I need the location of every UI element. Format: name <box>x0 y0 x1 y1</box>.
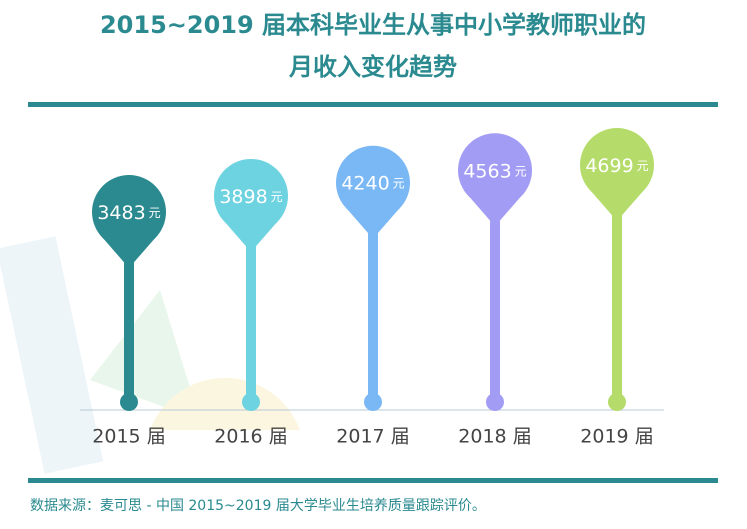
category-label: 2018 届 <box>458 426 531 448</box>
value-number: 4699 <box>585 155 633 177</box>
value-number: 4240 <box>341 172 389 194</box>
protractor <box>150 377 300 430</box>
pin-stem <box>368 182 378 402</box>
category-label: 2016 届 <box>214 426 287 448</box>
triangle <box>90 290 200 420</box>
pin-foot <box>364 393 382 411</box>
value-number: 3898 <box>219 185 267 207</box>
value-label: 4563 元 <box>463 160 526 182</box>
category-label: 2015 届 <box>92 426 165 448</box>
value-label: 4240 元 <box>341 172 404 194</box>
value-number: 4563 <box>463 160 511 182</box>
separator <box>28 478 718 483</box>
pin-stem <box>246 195 256 402</box>
value-label: 4699 元 <box>585 155 648 177</box>
value-unit: 元 <box>271 189 283 203</box>
pin-stem <box>124 212 134 402</box>
chart-title: 2015~2019 届本科毕业生从事中小学教师职业的 <box>100 11 646 39</box>
pin-head <box>92 175 166 249</box>
value-number: 3483 <box>97 202 145 224</box>
decoration <box>0 236 300 474</box>
category-label: 2019 届 <box>580 426 653 448</box>
value-unit: 元 <box>149 206 161 220</box>
pin-head <box>214 158 288 233</box>
value-label: 3483 元 <box>97 202 160 224</box>
pin-stem <box>490 170 500 402</box>
ruler <box>0 236 104 474</box>
category-label: 2017 届 <box>336 426 409 448</box>
chart-title: 月收入变化趋势 <box>288 53 457 81</box>
pin-stem <box>612 165 622 402</box>
pin-foot <box>486 393 504 411</box>
pin-foot <box>242 393 260 411</box>
pin-foot <box>608 393 626 411</box>
pin-head <box>336 145 410 220</box>
pin-head <box>580 128 654 202</box>
source-note: 数据来源：麦可思 - 中国 2015~2019 届大学毕业生培养质量跟踪评价。 <box>30 498 486 514</box>
value-unit: 元 <box>515 164 527 178</box>
pin-head <box>458 133 532 208</box>
value-unit: 元 <box>393 176 405 190</box>
value-unit: 元 <box>637 159 649 173</box>
separator <box>28 102 718 107</box>
pin-foot <box>120 393 138 411</box>
value-label: 3898 元 <box>219 185 282 207</box>
